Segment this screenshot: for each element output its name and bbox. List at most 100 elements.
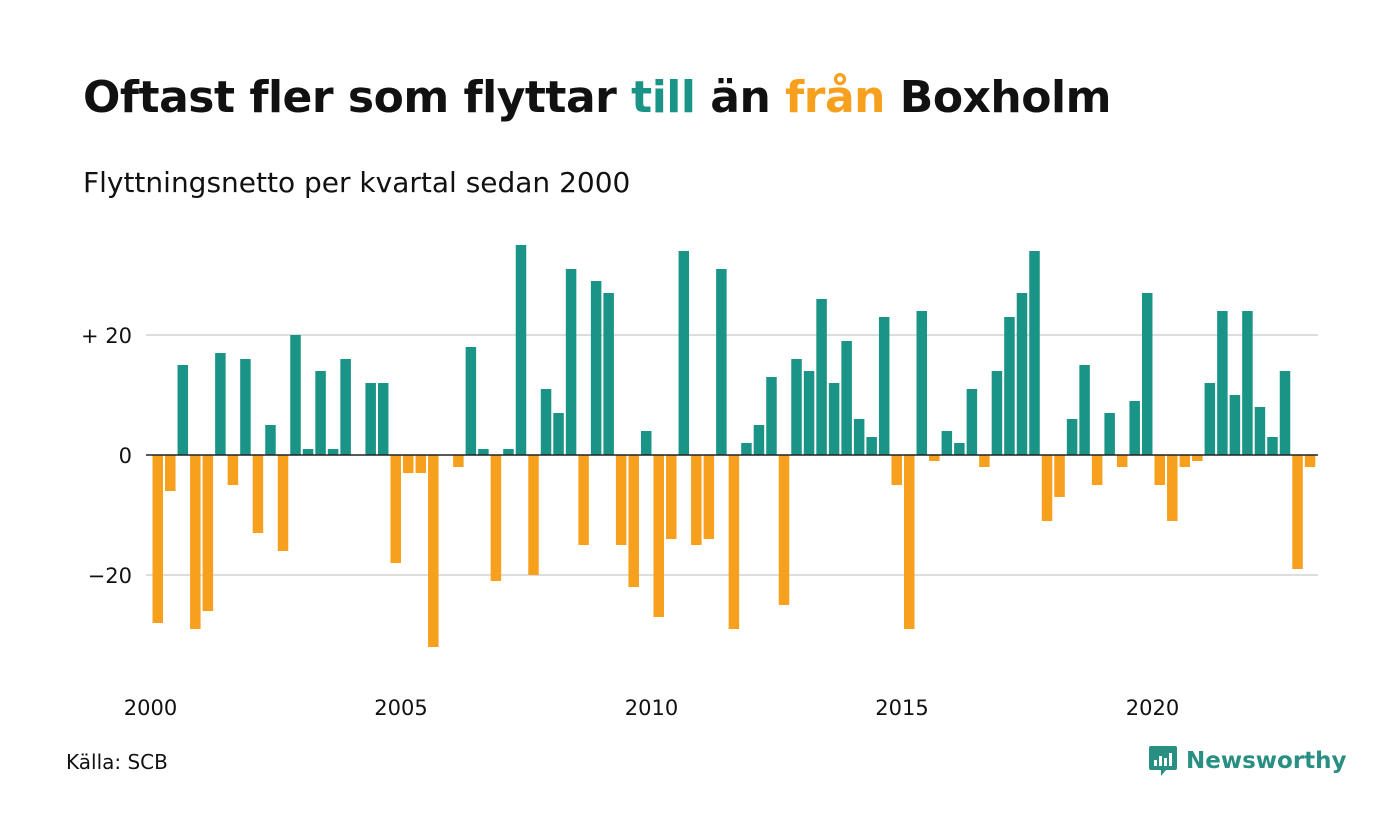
bar-negative <box>1154 455 1165 485</box>
bar-negative <box>979 455 990 467</box>
bar-positive <box>1217 311 1228 455</box>
bar-positive <box>753 425 765 455</box>
x-tick-label: 2020 <box>1126 696 1179 720</box>
bar-positive <box>640 431 652 455</box>
bar-negative <box>666 455 677 539</box>
x-tick-label: 2005 <box>374 696 427 720</box>
bar-positive <box>478 449 489 455</box>
bar-negative <box>615 455 627 545</box>
bar-negative <box>428 455 439 647</box>
title-part-till: till <box>631 72 696 123</box>
y-tick-label: + 20 <box>81 324 132 348</box>
x-tick-label: 2000 <box>124 696 177 720</box>
bar-negative <box>1304 455 1316 467</box>
bar-positive <box>302 449 314 455</box>
bar-negative <box>528 455 539 575</box>
bar-negative <box>1179 455 1191 467</box>
bar-positive <box>954 443 965 455</box>
bar-positive <box>1066 419 1078 455</box>
bar-positive <box>853 419 865 455</box>
bar-positive <box>1104 413 1115 455</box>
bar-positive <box>678 251 690 455</box>
bar-negative <box>1192 455 1203 461</box>
bar-positive <box>327 449 339 455</box>
bar-positive <box>866 437 877 455</box>
bar-positive <box>1029 251 1040 455</box>
bar-positive <box>1279 371 1291 455</box>
source-note: Källa: SCB <box>66 750 168 774</box>
bar-positive <box>465 347 477 455</box>
bar-positive <box>340 359 351 455</box>
title-part-3: än <box>695 72 786 123</box>
bar-negative <box>202 455 214 611</box>
bar-positive <box>1267 437 1278 455</box>
bar-positive <box>991 371 1003 455</box>
bar-negative <box>390 455 401 563</box>
bar-positive <box>1141 293 1153 455</box>
bar-positive <box>377 383 389 455</box>
bar-positive <box>1254 407 1266 455</box>
bar-positive <box>265 425 276 455</box>
bar-negative <box>691 455 702 545</box>
bar-negative <box>578 455 589 545</box>
newsworthy-logo-icon <box>1149 746 1177 776</box>
bar-positive <box>565 269 577 455</box>
bar-negative <box>152 455 163 623</box>
brand-logo: Newsworthy <box>1148 744 1347 778</box>
bar-negative <box>403 455 414 473</box>
y-tick-label: −20 <box>88 564 132 588</box>
x-tick-label: 2015 <box>875 696 928 720</box>
bar-positive <box>766 377 777 455</box>
bar-negative <box>904 455 915 629</box>
bar-positive <box>503 449 514 455</box>
title-part-fran: från <box>785 72 885 123</box>
x-tick-label: 2010 <box>625 696 678 720</box>
chart-title: Oftast fler som flyttar till än från Box… <box>83 72 1111 123</box>
chart-subtitle: Flyttningsnetto per kvartal sedan 2000 <box>83 166 631 199</box>
bar-positive <box>540 389 552 455</box>
bar-positive <box>603 293 614 455</box>
bar-negative <box>1167 455 1178 521</box>
bar-positive <box>741 443 752 455</box>
bar-positive <box>590 281 602 455</box>
bar-negative <box>1116 455 1128 467</box>
bar-positive <box>1004 317 1015 455</box>
bar-negative <box>929 455 940 461</box>
bar-negative <box>728 455 740 629</box>
bar-positive <box>290 335 301 455</box>
bar-positive <box>315 371 326 455</box>
title-part-5: Boxholm <box>884 72 1112 123</box>
bar-negative <box>1054 455 1065 497</box>
bar-negative <box>1041 455 1053 521</box>
bar-negative <box>891 455 902 485</box>
bar-negative <box>703 455 715 539</box>
bar-negative <box>453 455 464 467</box>
bar-positive <box>1016 293 1028 455</box>
bar-positive <box>966 389 978 455</box>
bar-positive <box>515 245 527 455</box>
bar-negative <box>1091 455 1103 485</box>
brand-name: Newsworthy <box>1186 748 1347 774</box>
bar-positive <box>240 359 251 455</box>
bar-positive <box>215 353 226 455</box>
bar-positive <box>803 371 815 455</box>
bar-positive <box>878 317 890 455</box>
bar-positive <box>553 413 564 455</box>
bar-positive <box>365 383 376 455</box>
bar-positive <box>1204 383 1216 455</box>
bar-positive <box>941 431 953 455</box>
bar-negative <box>277 455 289 551</box>
bar-negative <box>653 455 664 617</box>
bar-positive <box>177 365 189 455</box>
bar-negative <box>190 455 201 629</box>
bar-negative <box>1292 455 1303 569</box>
bar-positive <box>1229 395 1241 455</box>
bar-positive <box>841 341 852 455</box>
bar-positive <box>816 299 827 455</box>
bar-positive <box>791 359 802 455</box>
bar-positive <box>916 311 928 455</box>
bar-negative <box>227 455 239 485</box>
bar-negative <box>165 455 176 491</box>
bar-negative <box>490 455 502 581</box>
bar-negative <box>252 455 264 533</box>
